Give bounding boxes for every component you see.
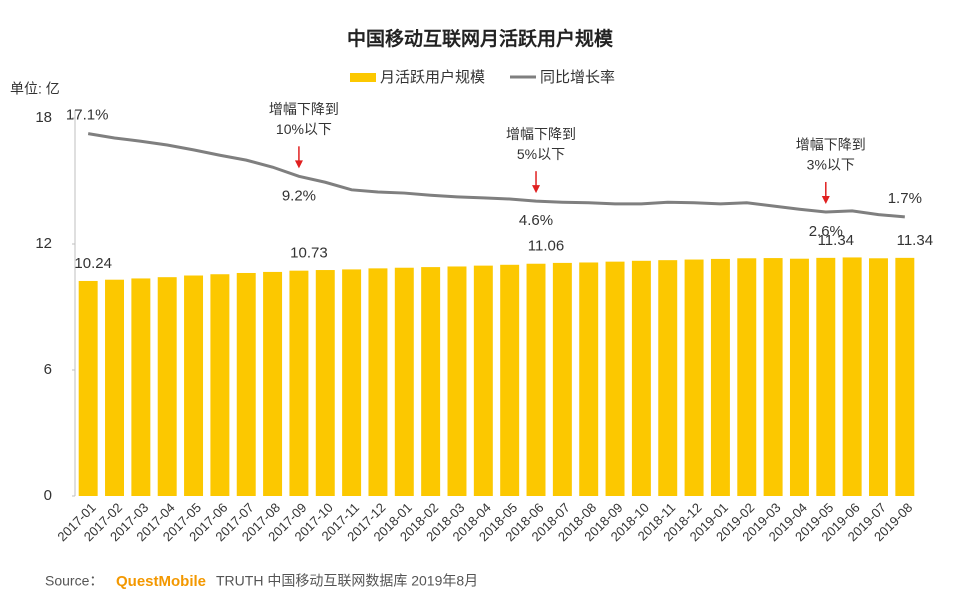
bar	[526, 263, 546, 496]
unit-label: 单位: 亿	[10, 81, 60, 97]
bar	[157, 277, 177, 496]
annotation-text: 3%以下	[807, 157, 855, 173]
annotation-arrowhead	[821, 195, 830, 204]
annotation-text: 增幅下降到	[796, 137, 866, 153]
bar	[500, 264, 520, 496]
bar-value-label: 11.34	[818, 232, 854, 249]
line-value-label: 2.6%	[809, 223, 843, 240]
bar	[342, 269, 362, 496]
bar	[816, 257, 836, 496]
bar	[869, 258, 888, 496]
y-tick-label: 6	[44, 361, 52, 378]
bar	[105, 279, 124, 496]
source-text: TRUTH 中国移动互联网数据库 2019年8月	[216, 573, 478, 589]
bar	[605, 261, 625, 496]
bar	[263, 271, 283, 496]
bar	[684, 259, 704, 496]
bar	[289, 270, 309, 496]
annotation-text: 5%以下	[517, 146, 565, 162]
y-tick-label: 0	[44, 487, 52, 504]
bar	[394, 267, 414, 496]
line-value-label: 9.2%	[282, 187, 316, 204]
bar	[552, 262, 572, 496]
bar	[184, 275, 204, 496]
bar-value-label: 10.24	[74, 255, 112, 272]
bar	[842, 257, 862, 496]
annotation-text: 增幅下降到	[269, 101, 339, 117]
line-value-label: 17.1%	[66, 107, 109, 124]
legend-label: 月活跃用户规模	[380, 69, 485, 86]
bar	[579, 262, 599, 496]
bar	[421, 267, 441, 496]
growth-line	[87, 132, 905, 219]
bar	[631, 260, 651, 496]
bar-value-label: 11.34	[897, 232, 933, 249]
bar	[763, 258, 783, 496]
bar	[315, 270, 335, 496]
bar	[895, 257, 915, 496]
legend-swatch	[350, 73, 376, 82]
bar-value-label: 11.06	[528, 238, 564, 255]
source-brand: QuestMobile	[116, 573, 206, 590]
bar	[131, 278, 151, 496]
bar	[473, 265, 493, 496]
bar	[658, 260, 678, 496]
annotation-arrowhead	[294, 160, 303, 169]
annotation-arrowhead	[532, 185, 541, 194]
annotation-text: 10%以下	[276, 121, 332, 137]
bar	[737, 258, 757, 496]
bar	[210, 274, 230, 496]
y-tick-label: 12	[35, 235, 52, 252]
annotation-text: 增幅下降到	[506, 126, 576, 142]
bar	[368, 268, 388, 496]
bar	[789, 258, 809, 496]
chart-title: 中国移动互联网月活跃用户规模	[347, 27, 614, 50]
legend-label: 同比增长率	[540, 69, 615, 86]
source-prefix: Source：	[45, 573, 103, 589]
bar	[447, 266, 467, 496]
y-tick-label: 18	[35, 109, 52, 126]
bar	[710, 258, 730, 496]
bar-value-label: 10.73	[290, 245, 328, 262]
bar	[236, 272, 256, 496]
line-value-label: 1.7%	[888, 190, 922, 207]
bar	[78, 280, 98, 496]
line-value-label: 4.6%	[519, 212, 553, 229]
